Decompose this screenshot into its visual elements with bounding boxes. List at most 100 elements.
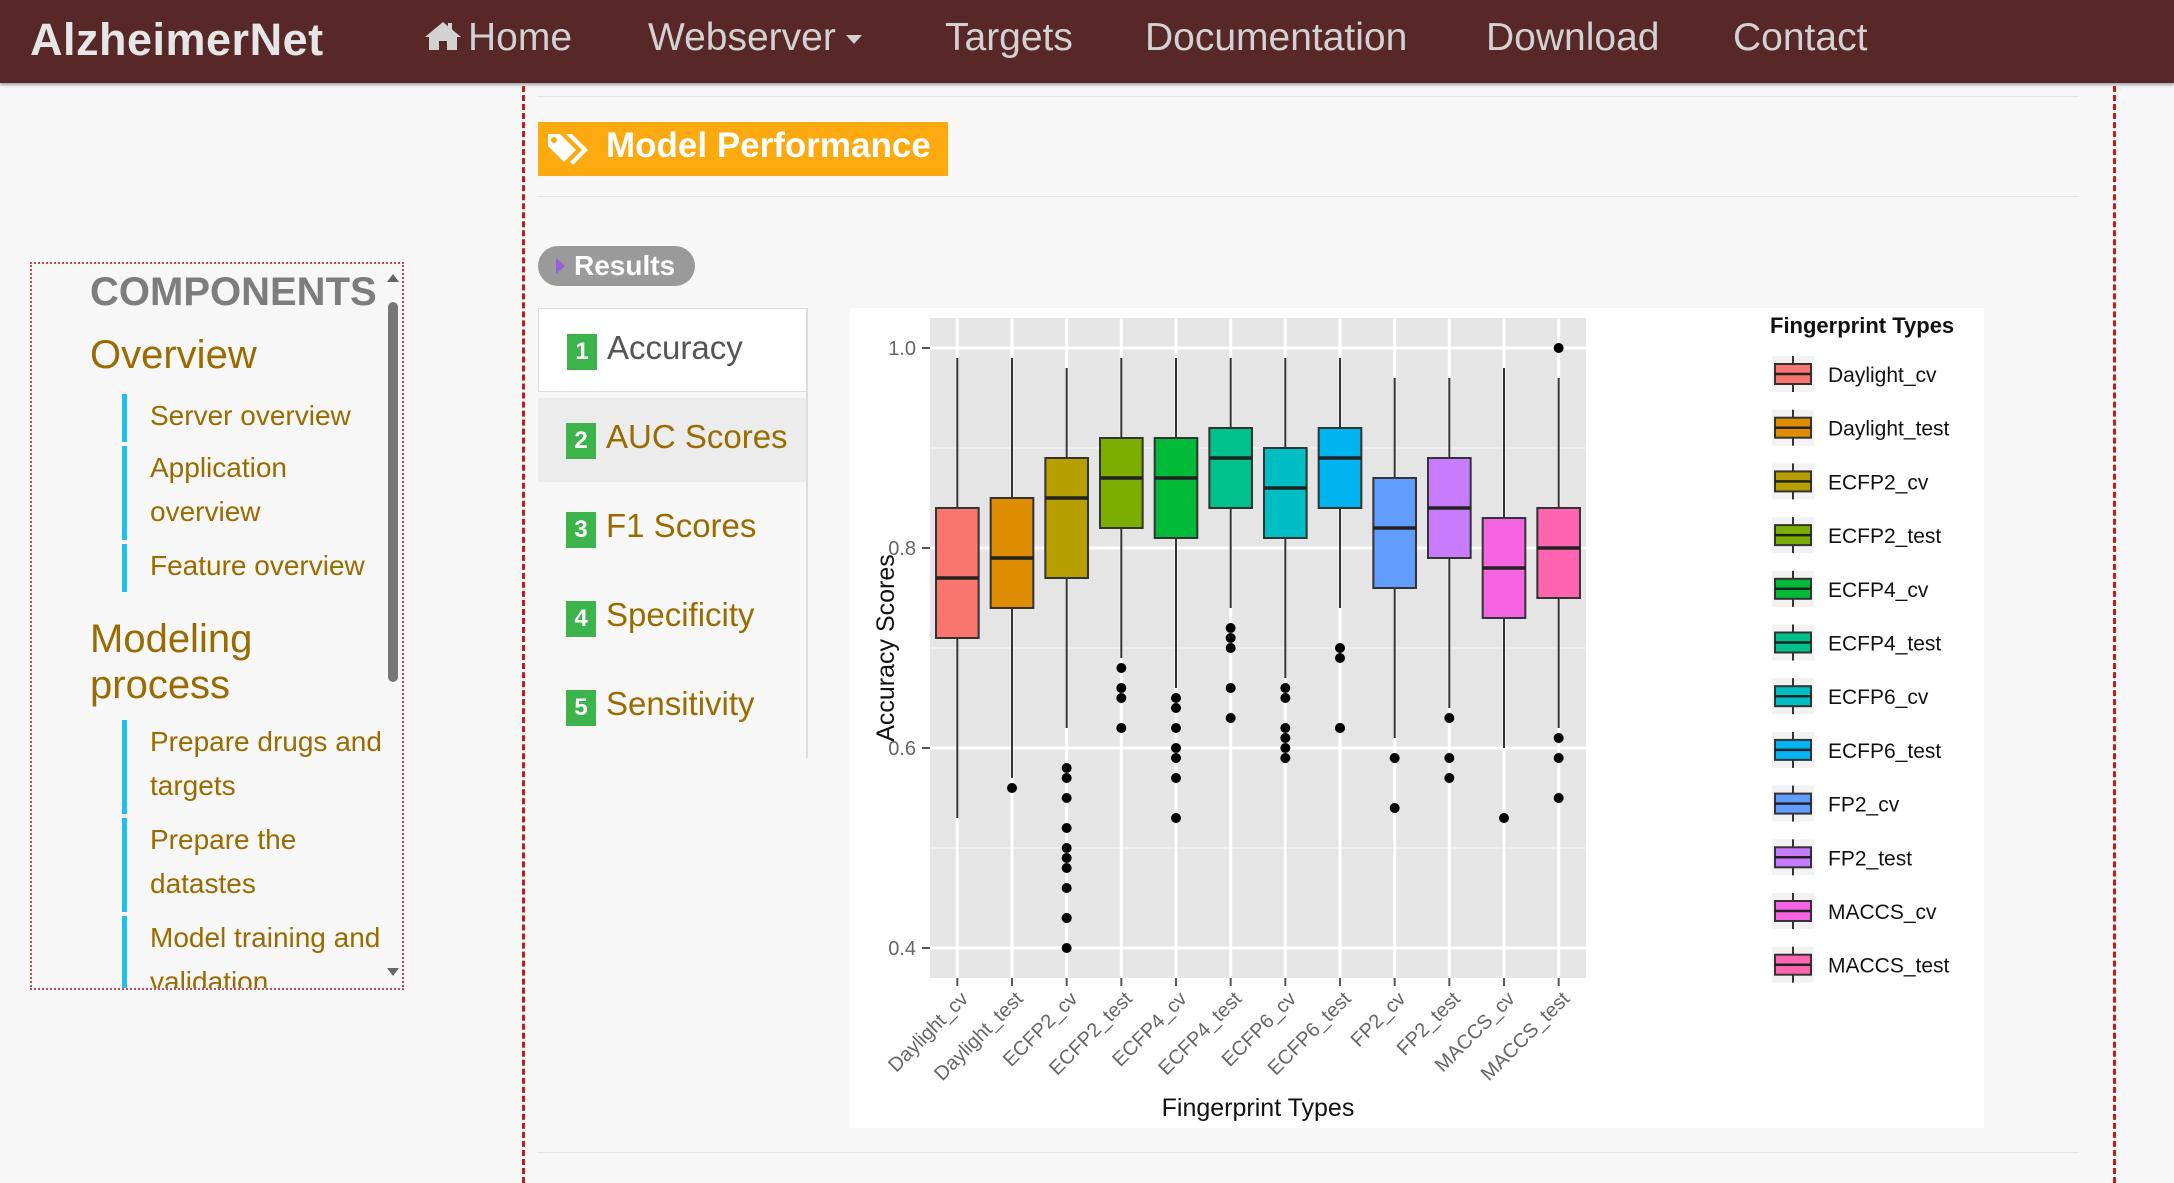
components-scrollbox[interactable]: COMPONENTS Overview Server overview Appl… bbox=[30, 262, 404, 990]
outlier-point bbox=[1171, 753, 1181, 763]
tab-label: F1 Scores bbox=[606, 507, 757, 544]
outlier-point bbox=[1171, 693, 1181, 703]
outlier-point bbox=[1116, 693, 1127, 703]
nav-home[interactable]: Home bbox=[424, 16, 572, 60]
tab-sensitivity[interactable]: 5 Sensitivity bbox=[538, 665, 806, 749]
chart-legend: Fingerprint Types Daylight_cv Daylight_tes… bbox=[1770, 313, 1954, 983]
nav-webserver-dropdown[interactable]: Webserver bbox=[648, 16, 862, 60]
outlier-point bbox=[1553, 793, 1564, 803]
components-heading: COMPONENTS bbox=[90, 270, 377, 314]
sidebar-item-server-overview[interactable]: Server overview bbox=[122, 394, 400, 442]
brand-logo[interactable]: AlzheimerNet bbox=[30, 14, 324, 65]
outlier-point bbox=[1225, 643, 1236, 653]
box-iqr bbox=[1317, 427, 1363, 509]
outlier-point bbox=[1171, 743, 1181, 753]
scroll-up-arrow-icon[interactable] bbox=[387, 274, 399, 282]
tab-number-badge: 2 bbox=[566, 423, 596, 459]
box-Daylight_cv bbox=[935, 358, 980, 818]
sidebar-section-modeling-process[interactable]: Modeling process bbox=[90, 617, 253, 707]
tab-number-badge: 3 bbox=[566, 512, 596, 548]
tab-f1-scores[interactable]: 3 F1 Scores bbox=[538, 487, 806, 571]
divider-bottom bbox=[537, 1152, 2079, 1153]
sidebar-item-model-training[interactable]: Model training and validation bbox=[122, 916, 400, 988]
home-icon bbox=[425, 22, 461, 50]
tags-icon bbox=[548, 134, 588, 165]
top-navbar: AlzheimerNet Home Webserver Targets Docu… bbox=[0, 0, 2174, 83]
sidebar-scrollbar[interactable] bbox=[384, 264, 402, 988]
legend-label: ECFP6_cv bbox=[1828, 686, 1929, 709]
metric-tabs: 1 Accuracy 2 AUC Scores 3 F1 Scores 4 Sp… bbox=[538, 308, 808, 758]
tab-number-badge: 5 bbox=[566, 690, 596, 726]
outlier-point bbox=[1116, 723, 1127, 733]
tab-specificity[interactable]: 4 Specificity bbox=[538, 576, 806, 660]
box-ECFP2_test bbox=[1099, 358, 1144, 733]
outlier-point bbox=[1280, 723, 1291, 733]
box-ECFP4_test bbox=[1208, 358, 1253, 723]
legend-label: ECFP2_test bbox=[1828, 525, 1941, 548]
box-iqr bbox=[1263, 447, 1308, 539]
outlier-point bbox=[1280, 733, 1291, 743]
nav-contact[interactable]: Contact bbox=[1733, 16, 1868, 59]
box-iqr bbox=[935, 507, 980, 639]
outlier-point bbox=[1389, 753, 1400, 763]
y-axis-title: Accuracy Scores bbox=[872, 554, 900, 742]
tab-label: AUC Scores bbox=[606, 418, 788, 455]
scroll-down-arrow-icon[interactable] bbox=[387, 968, 399, 976]
box-iqr bbox=[1372, 477, 1417, 589]
outlier-point bbox=[1061, 843, 1072, 853]
outlier-point bbox=[1225, 623, 1236, 633]
outlier-point bbox=[1061, 943, 1072, 953]
box-iqr bbox=[1536, 507, 1581, 599]
box-ECFP4_cv bbox=[1153, 358, 1199, 823]
results-badge: Results bbox=[538, 246, 695, 286]
sidebar-item-prepare-drugs[interactable]: Prepare drugs and targets bbox=[122, 720, 400, 814]
tab-number-badge: 1 bbox=[567, 334, 597, 370]
sidebar-item-application-overview[interactable]: Application overview bbox=[122, 446, 400, 540]
outlier-point bbox=[1389, 803, 1400, 813]
legend-item: ECFP2_cv bbox=[1772, 463, 1929, 500]
box-iqr bbox=[1153, 437, 1199, 539]
outlier-point bbox=[1061, 773, 1072, 783]
outlier-point bbox=[1553, 753, 1564, 763]
chevron-down-icon bbox=[845, 35, 862, 45]
outlier-point bbox=[1280, 693, 1291, 703]
outlier-point bbox=[1444, 773, 1455, 783]
tab-label: Sensitivity bbox=[606, 685, 755, 722]
box-FP2_test bbox=[1427, 378, 1472, 783]
outlier-point bbox=[1061, 793, 1072, 803]
legend-label: FP2_test bbox=[1828, 847, 1912, 870]
x-axis-title: Fingerprint Types bbox=[1162, 1094, 1355, 1122]
sidebar-item-feature-overview[interactable]: Feature overview bbox=[122, 544, 400, 592]
legend-item: ECFP6_test bbox=[1772, 731, 1941, 768]
outlier-point bbox=[1225, 713, 1236, 723]
outlier-point bbox=[1116, 663, 1127, 673]
section-title-banner: Model Performance bbox=[538, 122, 948, 176]
tab-auc-scores[interactable]: 2 AUC Scores bbox=[538, 398, 806, 482]
outlier-point bbox=[1280, 683, 1291, 693]
sidebar-item-prepare-datasets[interactable]: Prepare the datastes bbox=[122, 818, 400, 912]
tab-number-badge: 4 bbox=[566, 601, 596, 637]
legend-item: FP2_cv bbox=[1772, 785, 1900, 822]
legend-item: FP2_test bbox=[1772, 839, 1912, 876]
content-border-left bbox=[522, 86, 525, 1183]
box-iqr bbox=[1044, 457, 1089, 579]
results-badge-label: Results bbox=[574, 250, 676, 281]
nav-targets[interactable]: Targets bbox=[945, 16, 1073, 59]
outlier-point bbox=[1335, 723, 1345, 733]
scrollbar-thumb[interactable] bbox=[388, 302, 398, 682]
box-Daylight_test bbox=[989, 358, 1035, 793]
outlier-point bbox=[1499, 813, 1509, 823]
legend-label: MACCS_cv bbox=[1828, 901, 1937, 924]
nav-documentation[interactable]: Documentation bbox=[1145, 16, 1408, 59]
outlier-point bbox=[1225, 633, 1236, 643]
outlier-point bbox=[1061, 883, 1072, 893]
sidebar-section-overview[interactable]: Overview bbox=[90, 333, 257, 377]
nav-download[interactable]: Download bbox=[1486, 16, 1660, 59]
outlier-point bbox=[1335, 643, 1345, 653]
tab-label: Accuracy bbox=[607, 329, 743, 366]
tab-label: Specificity bbox=[606, 596, 755, 633]
outlier-point bbox=[1280, 743, 1291, 753]
tab-accuracy[interactable]: 1 Accuracy bbox=[538, 308, 806, 392]
legend-label: ECFP2_cv bbox=[1828, 471, 1929, 494]
legend-label: ECFP4_test bbox=[1828, 633, 1941, 656]
